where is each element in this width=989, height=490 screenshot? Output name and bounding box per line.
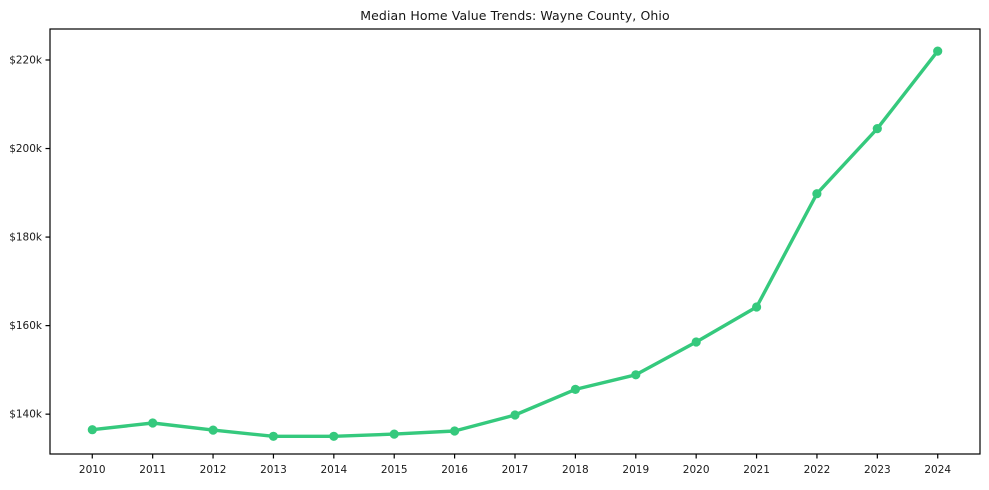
data-point-marker: [268, 431, 278, 441]
data-point-marker: [691, 337, 701, 347]
x-tick-label: 2019: [622, 464, 649, 476]
y-tick-label: $220k: [9, 54, 43, 66]
data-point-marker: [87, 425, 97, 435]
x-tick-label: 2012: [200, 464, 227, 476]
x-tick-label: 2014: [320, 464, 347, 476]
x-tick-label: 2024: [924, 464, 951, 476]
x-tick-label: 2013: [260, 464, 287, 476]
x-tick-label: 2016: [441, 464, 468, 476]
plot-frame: [49, 28, 981, 455]
data-point-marker: [570, 384, 581, 394]
x-tick-label: 2011: [139, 464, 166, 476]
y-tick-label: $180k: [9, 232, 43, 244]
data-point-marker: [752, 302, 762, 312]
data-point-marker: [812, 189, 822, 199]
data-point-marker: [148, 418, 158, 428]
data-point-marker: [329, 431, 339, 441]
chart-title: Median Home Value Trends: Wayne County, …: [360, 8, 670, 23]
data-point-marker: [389, 429, 399, 439]
x-tick-label: 2017: [502, 464, 529, 476]
y-tick-label: $160k: [9, 320, 43, 332]
data-point-marker: [933, 46, 943, 56]
x-tick-label: 2015: [381, 464, 408, 476]
y-tick-label: $200k: [9, 143, 43, 155]
data-point-marker: [631, 370, 641, 380]
x-tick-label: 2022: [804, 464, 831, 476]
x-tick-label: 2023: [864, 464, 891, 476]
y-tick-label: $140k: [9, 409, 43, 421]
x-tick-label: 2021: [743, 464, 770, 476]
x-tick-label: 2010: [79, 464, 106, 476]
data-point-marker: [208, 425, 218, 435]
data-point-marker: [510, 410, 520, 420]
series-line: [90, 49, 940, 438]
x-tick-label: 2018: [562, 464, 589, 476]
x-tick-label: 2020: [683, 464, 710, 476]
data-point-marker: [872, 124, 882, 134]
data-point-marker: [450, 426, 460, 436]
